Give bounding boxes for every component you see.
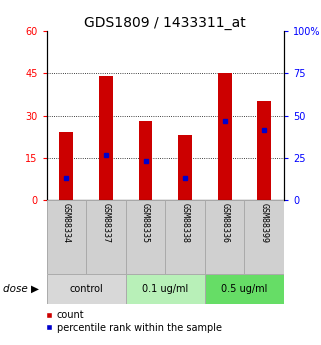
Bar [205, 200, 245, 274]
Bar [257, 101, 271, 200]
Bar [165, 200, 205, 274]
Bar [178, 135, 192, 200]
Bar [47, 200, 86, 274]
Text: control: control [69, 284, 103, 294]
Bar [139, 121, 152, 200]
Bar [99, 76, 113, 200]
Title: GDS1809 / 1433311_at: GDS1809 / 1433311_at [84, 16, 246, 30]
Text: GSM88337: GSM88337 [101, 203, 110, 243]
Bar [218, 73, 232, 200]
Bar [59, 132, 73, 200]
Bar [86, 200, 126, 274]
Text: 0.5 ug/ml: 0.5 ug/ml [221, 284, 268, 294]
Legend: count, percentile rank within the sample: count, percentile rank within the sample [45, 310, 222, 333]
Text: GSM88336: GSM88336 [220, 203, 229, 243]
Text: GSM88399: GSM88399 [260, 203, 269, 243]
Text: dose ▶: dose ▶ [3, 284, 39, 294]
Bar [47, 274, 126, 304]
Text: 0.1 ug/ml: 0.1 ug/ml [142, 284, 188, 294]
Text: GSM88338: GSM88338 [181, 203, 190, 243]
Bar [205, 274, 284, 304]
Bar [126, 274, 205, 304]
Text: GSM88334: GSM88334 [62, 203, 71, 243]
Bar [245, 200, 284, 274]
Text: GSM88335: GSM88335 [141, 203, 150, 243]
Bar [126, 200, 165, 274]
